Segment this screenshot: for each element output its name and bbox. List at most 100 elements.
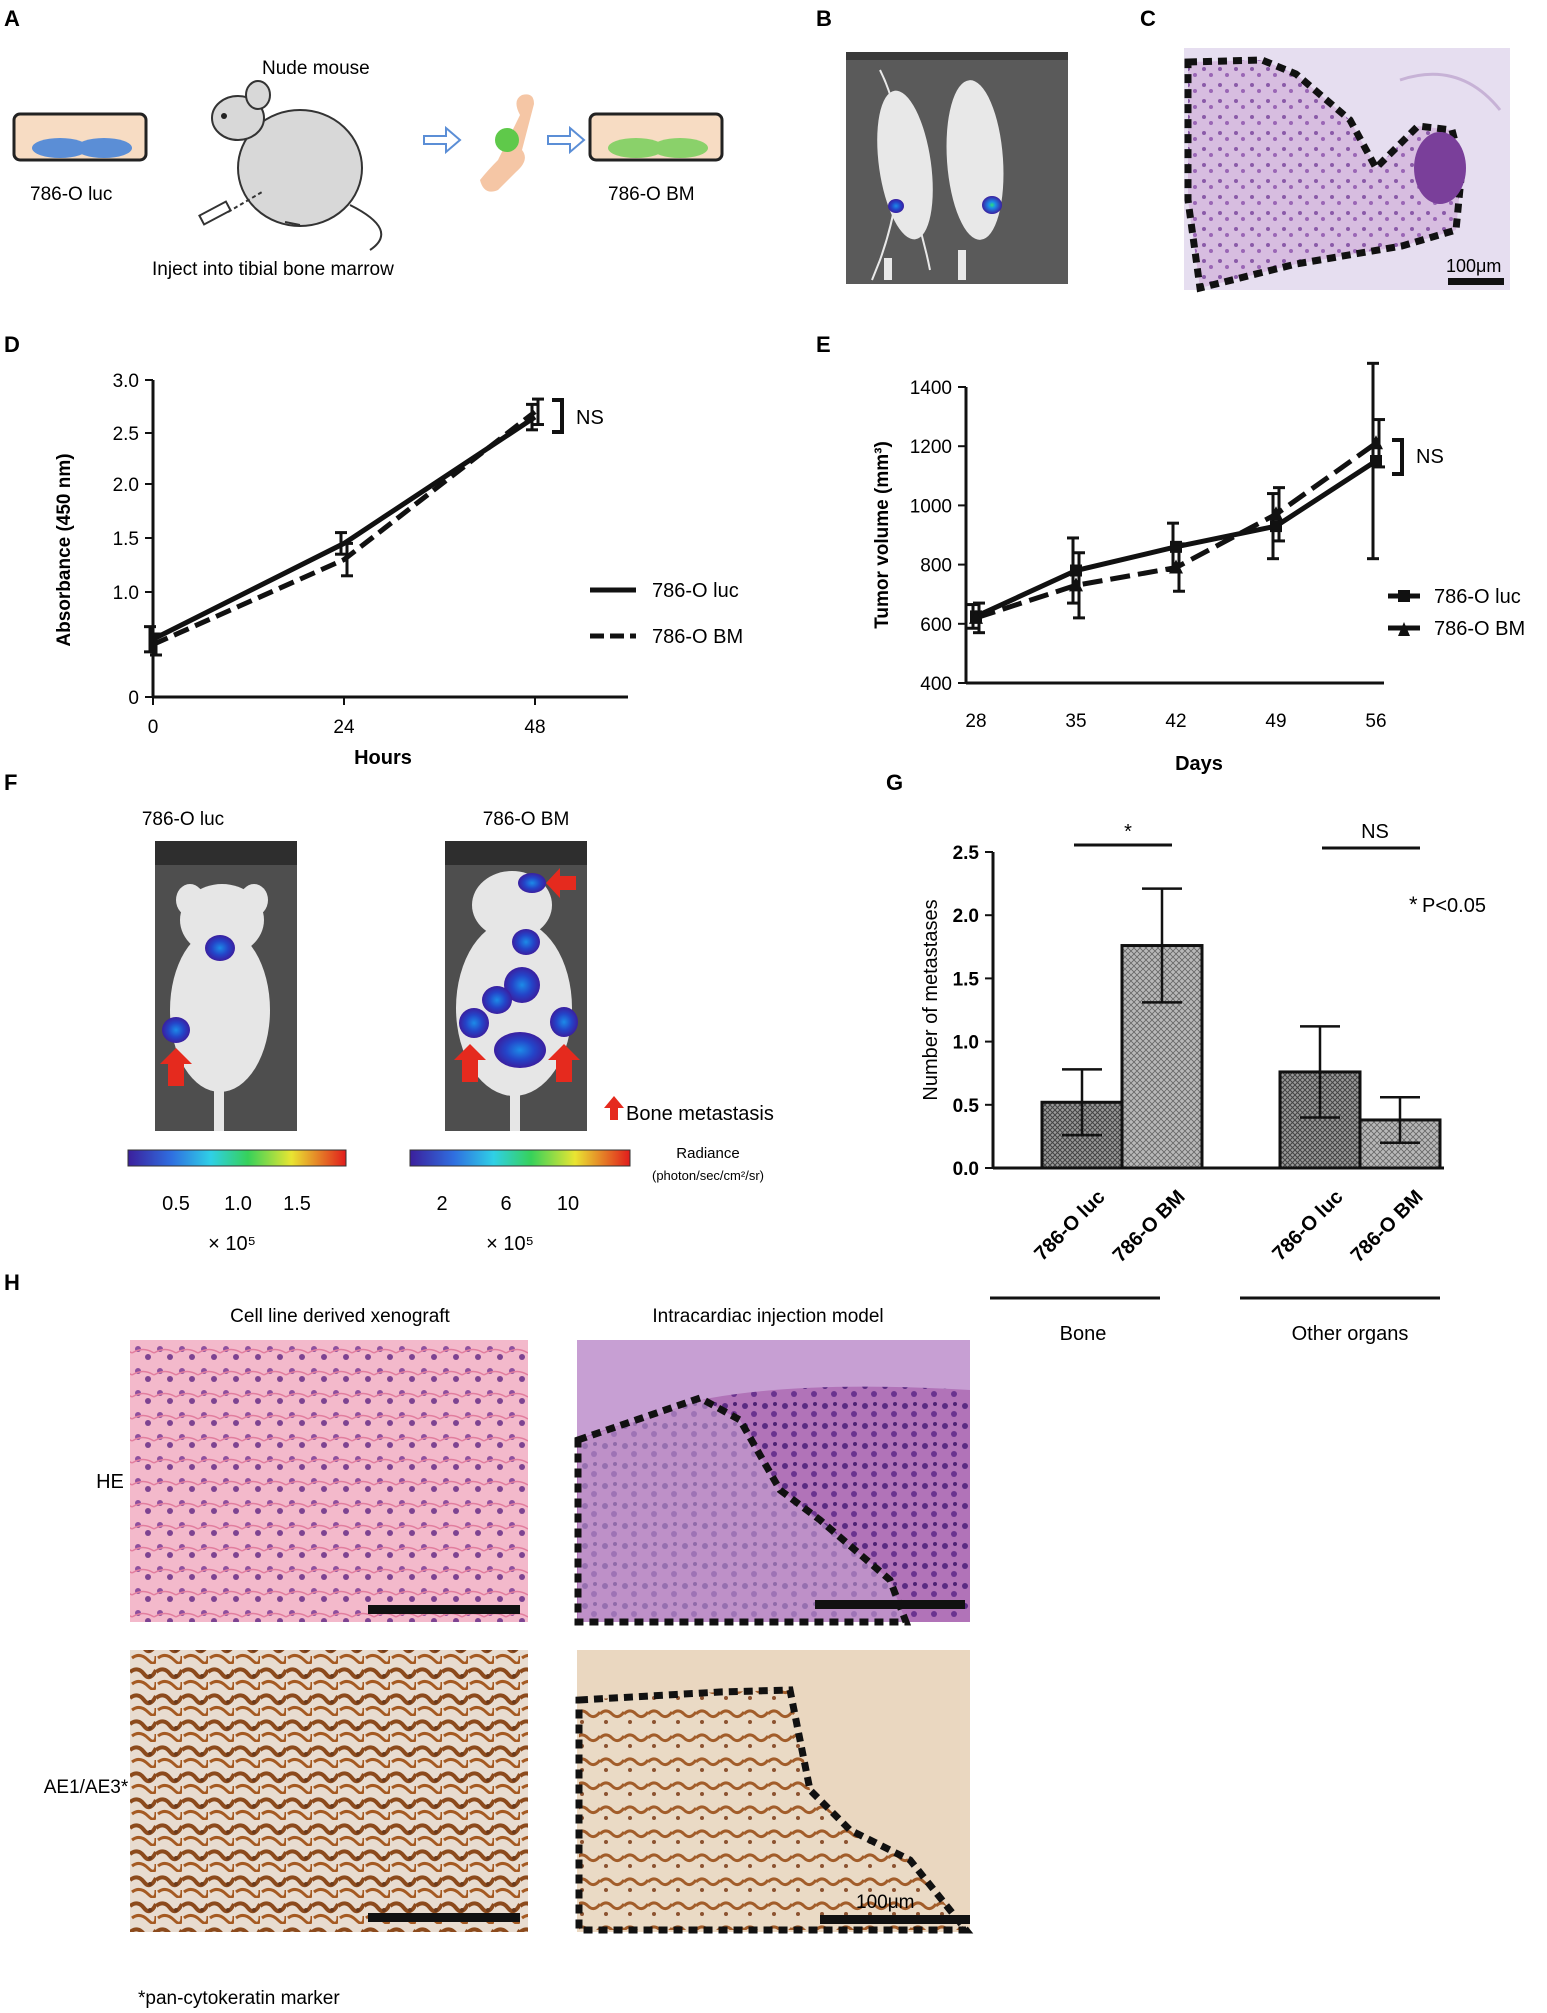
chart-d-y-tick-label: 0	[128, 688, 139, 709]
chart-e-legend-bm: 786-O BM	[1434, 618, 1525, 640]
panel-f-legend-text: Bone metastasis	[626, 1103, 774, 1125]
chart-d-annotation: NS	[576, 407, 604, 429]
panel-f-title-left: 786-O luc	[142, 809, 224, 830]
chart-g-category-label: 786-O luc	[1030, 1186, 1109, 1265]
chart-e-y-tick-label: 1400	[910, 378, 952, 399]
chart-g-category-label: 786-O BM	[1347, 1186, 1428, 1267]
panel-f-title-right: 786-O BM	[483, 809, 570, 830]
chart-g-y-tick-label: 2.0	[953, 906, 979, 927]
chart-e-legend-luc: 786-O luc	[1434, 586, 1521, 608]
chart-g-category-label: 786-O luc	[1268, 1186, 1347, 1265]
panel-h-col1-title: Cell line derived xenograft	[230, 1306, 450, 1327]
chart-e-marker-triangle	[1169, 559, 1183, 574]
radiance-label: Radiance	[676, 1145, 739, 1162]
right-scale-multiplier: × 10⁵	[486, 1233, 534, 1255]
panel-h-row1-label: HE	[96, 1471, 124, 1493]
chart-g-y-tick-label: 0.5	[953, 1096, 980, 1117]
chart-d-y-tick-label: 3.0	[113, 371, 139, 392]
chart-d-y-tick-label: 1.0	[113, 583, 139, 604]
right-scale-tick-1: 2	[436, 1193, 447, 1215]
chart-d: 0 1.0 1.5 2.0 2.5 3.0 0 24 48	[113, 371, 628, 738]
chart-e-annotation: NS	[1416, 446, 1444, 468]
chart-d-y-tick-label: 2.0	[113, 475, 139, 496]
chart-e-ylabel: Tumor volume (mm³)	[872, 441, 893, 629]
dish1-label: 786-O luc	[30, 184, 112, 205]
chart-g-y-tick-label: 1.5	[953, 969, 980, 990]
histology-he-xenograft	[130, 1340, 528, 1622]
histology-he-intracardiac	[574, 1340, 970, 1626]
chart-d-legend-luc: 786-O luc	[652, 580, 739, 602]
panel-a-letter: A	[4, 6, 20, 31]
chart-d-xlabel: Hours	[354, 747, 412, 769]
chart-g-ylabel: Number of metastases	[920, 899, 942, 1100]
chart-d-x-tick-label: 48	[524, 717, 545, 738]
mouse-icon	[211, 80, 383, 251]
bone-metastasis-legend: Bone metastasis	[604, 1096, 774, 1125]
panel-e-letter: E	[816, 332, 831, 357]
chart-e-legend: 786-O luc 786-O BM	[1388, 586, 1525, 640]
chart-e-ns-bracket	[1392, 438, 1404, 476]
chart-e-x-tick-label: 56	[1365, 711, 1386, 732]
chart-d-series-1-line	[151, 409, 537, 647]
chart-g-y-tick-label: 0.0	[953, 1159, 979, 1180]
mice-imaging-photo	[846, 52, 1068, 284]
chart-d-legend: 786-O luc 786-O BM	[590, 580, 743, 648]
chart-g-y-tick-label: 1.0	[953, 1033, 979, 1054]
chart-d-y-tick-label: 2.5	[113, 424, 139, 445]
panel-h-col2-title: Intracardiac injection model	[652, 1306, 883, 1327]
mouse-photo-bm	[445, 841, 587, 1131]
nude-mouse-label: Nude mouse	[262, 58, 370, 79]
chart-e-y-tick-label: 400	[920, 674, 952, 695]
chart-e-y-tick-label: 800	[920, 556, 952, 577]
panel-h-scale-label: 100μm	[856, 1892, 914, 1913]
chart-e-marker-triangle	[1369, 435, 1383, 450]
chart-g-pvalue-star: *	[1409, 892, 1418, 917]
chart-e-marker-triangle	[1269, 506, 1283, 521]
left-scale-tick-1: 0.5	[162, 1193, 190, 1215]
right-scale-tick-2: 6	[500, 1193, 511, 1215]
radiance-scale-right: 2 6 10 × 10⁵ Radiance (photon/sec/cm²/sr…	[409, 1145, 764, 1255]
radiance-scale-left: 0.5 1.0 1.5 × 10⁵	[127, 1149, 347, 1255]
panel-c-scale-label: 100μm	[1446, 256, 1501, 276]
chart-d-x-tick-label: 24	[333, 717, 355, 738]
panel-d-letter: D	[4, 332, 20, 357]
bone-icon	[480, 94, 534, 192]
panel-b-letter: B	[816, 6, 832, 31]
chart-e-x-tick-label: 42	[1165, 711, 1186, 732]
chart-e-xlabel: Days	[1175, 753, 1223, 775]
histology-photo-c	[1184, 48, 1510, 293]
chart-d-ylabel: Absorbance (450 nm)	[54, 453, 75, 646]
chart-g-sig-right: NS	[1361, 821, 1389, 843]
chart-g-pvalue-text: P<0.05	[1422, 895, 1486, 917]
chart-d-x-tick-label: 0	[148, 717, 159, 738]
chart-d-series-0-line	[151, 415, 537, 642]
arrow-icon-2	[547, 125, 586, 155]
radiance-unit: (photon/sec/cm²/sr)	[652, 1168, 764, 1183]
chart-e-y-tick-label: 600	[920, 615, 952, 636]
panel-h-letter: H	[4, 1270, 20, 1295]
chart-g-group-bone: Bone	[1060, 1323, 1107, 1345]
chart-g-group-other: Other organs	[1292, 1323, 1409, 1345]
panel-g-letter: G	[886, 770, 903, 795]
histology-ck-intracardiac	[575, 1650, 974, 1934]
chart-e-y-tick-label: 1000	[910, 496, 952, 517]
chart-d-y-tick-label: 1.5	[113, 529, 139, 550]
panel-c-letter: C	[1140, 6, 1156, 31]
arrow-icon-1	[423, 125, 462, 155]
histology-ck-xenograft	[130, 1650, 528, 1932]
chart-e-y-tick-label: 1200	[910, 437, 952, 458]
syringe-icon	[198, 191, 263, 226]
chart-e-x-tick-label: 28	[965, 711, 986, 732]
chart-g-sig-left: *	[1124, 821, 1132, 843]
chart-e-x-tick-label: 49	[1265, 711, 1286, 732]
mouse-photo-luc	[155, 841, 297, 1131]
panel-h-footnote: *pan-cytokeratin marker	[138, 1988, 340, 2009]
dish-icon-2	[588, 112, 724, 162]
left-scale-tick-3: 1.5	[283, 1193, 311, 1215]
left-scale-tick-2: 1.0	[224, 1193, 252, 1215]
chart-g-y-tick-label: 2.5	[953, 843, 980, 864]
left-scale-multiplier: × 10⁵	[208, 1233, 256, 1255]
chart-e-marker-triangle	[969, 609, 983, 624]
